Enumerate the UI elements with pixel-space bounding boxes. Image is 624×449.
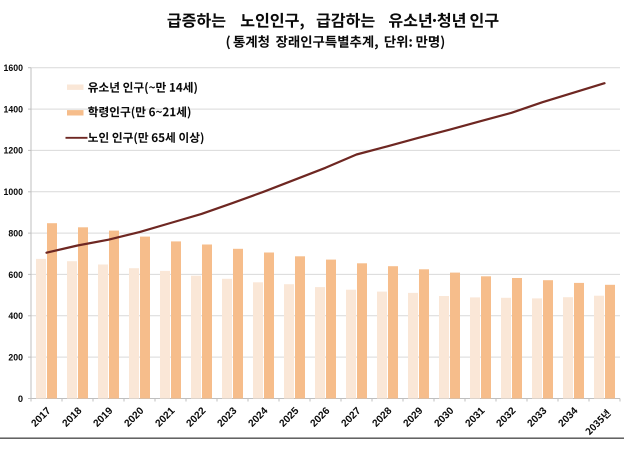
svg-text:0: 0 (18, 394, 23, 404)
svg-text:200: 200 (8, 352, 23, 362)
svg-text:400: 400 (8, 311, 23, 321)
svg-text:1000: 1000 (4, 187, 24, 197)
svg-text:800: 800 (8, 228, 23, 238)
svg-text:1600: 1600 (4, 63, 24, 73)
svg-text:1400: 1400 (4, 104, 24, 114)
svg-text:1200: 1200 (4, 146, 24, 156)
svg-text:600: 600 (8, 270, 23, 280)
